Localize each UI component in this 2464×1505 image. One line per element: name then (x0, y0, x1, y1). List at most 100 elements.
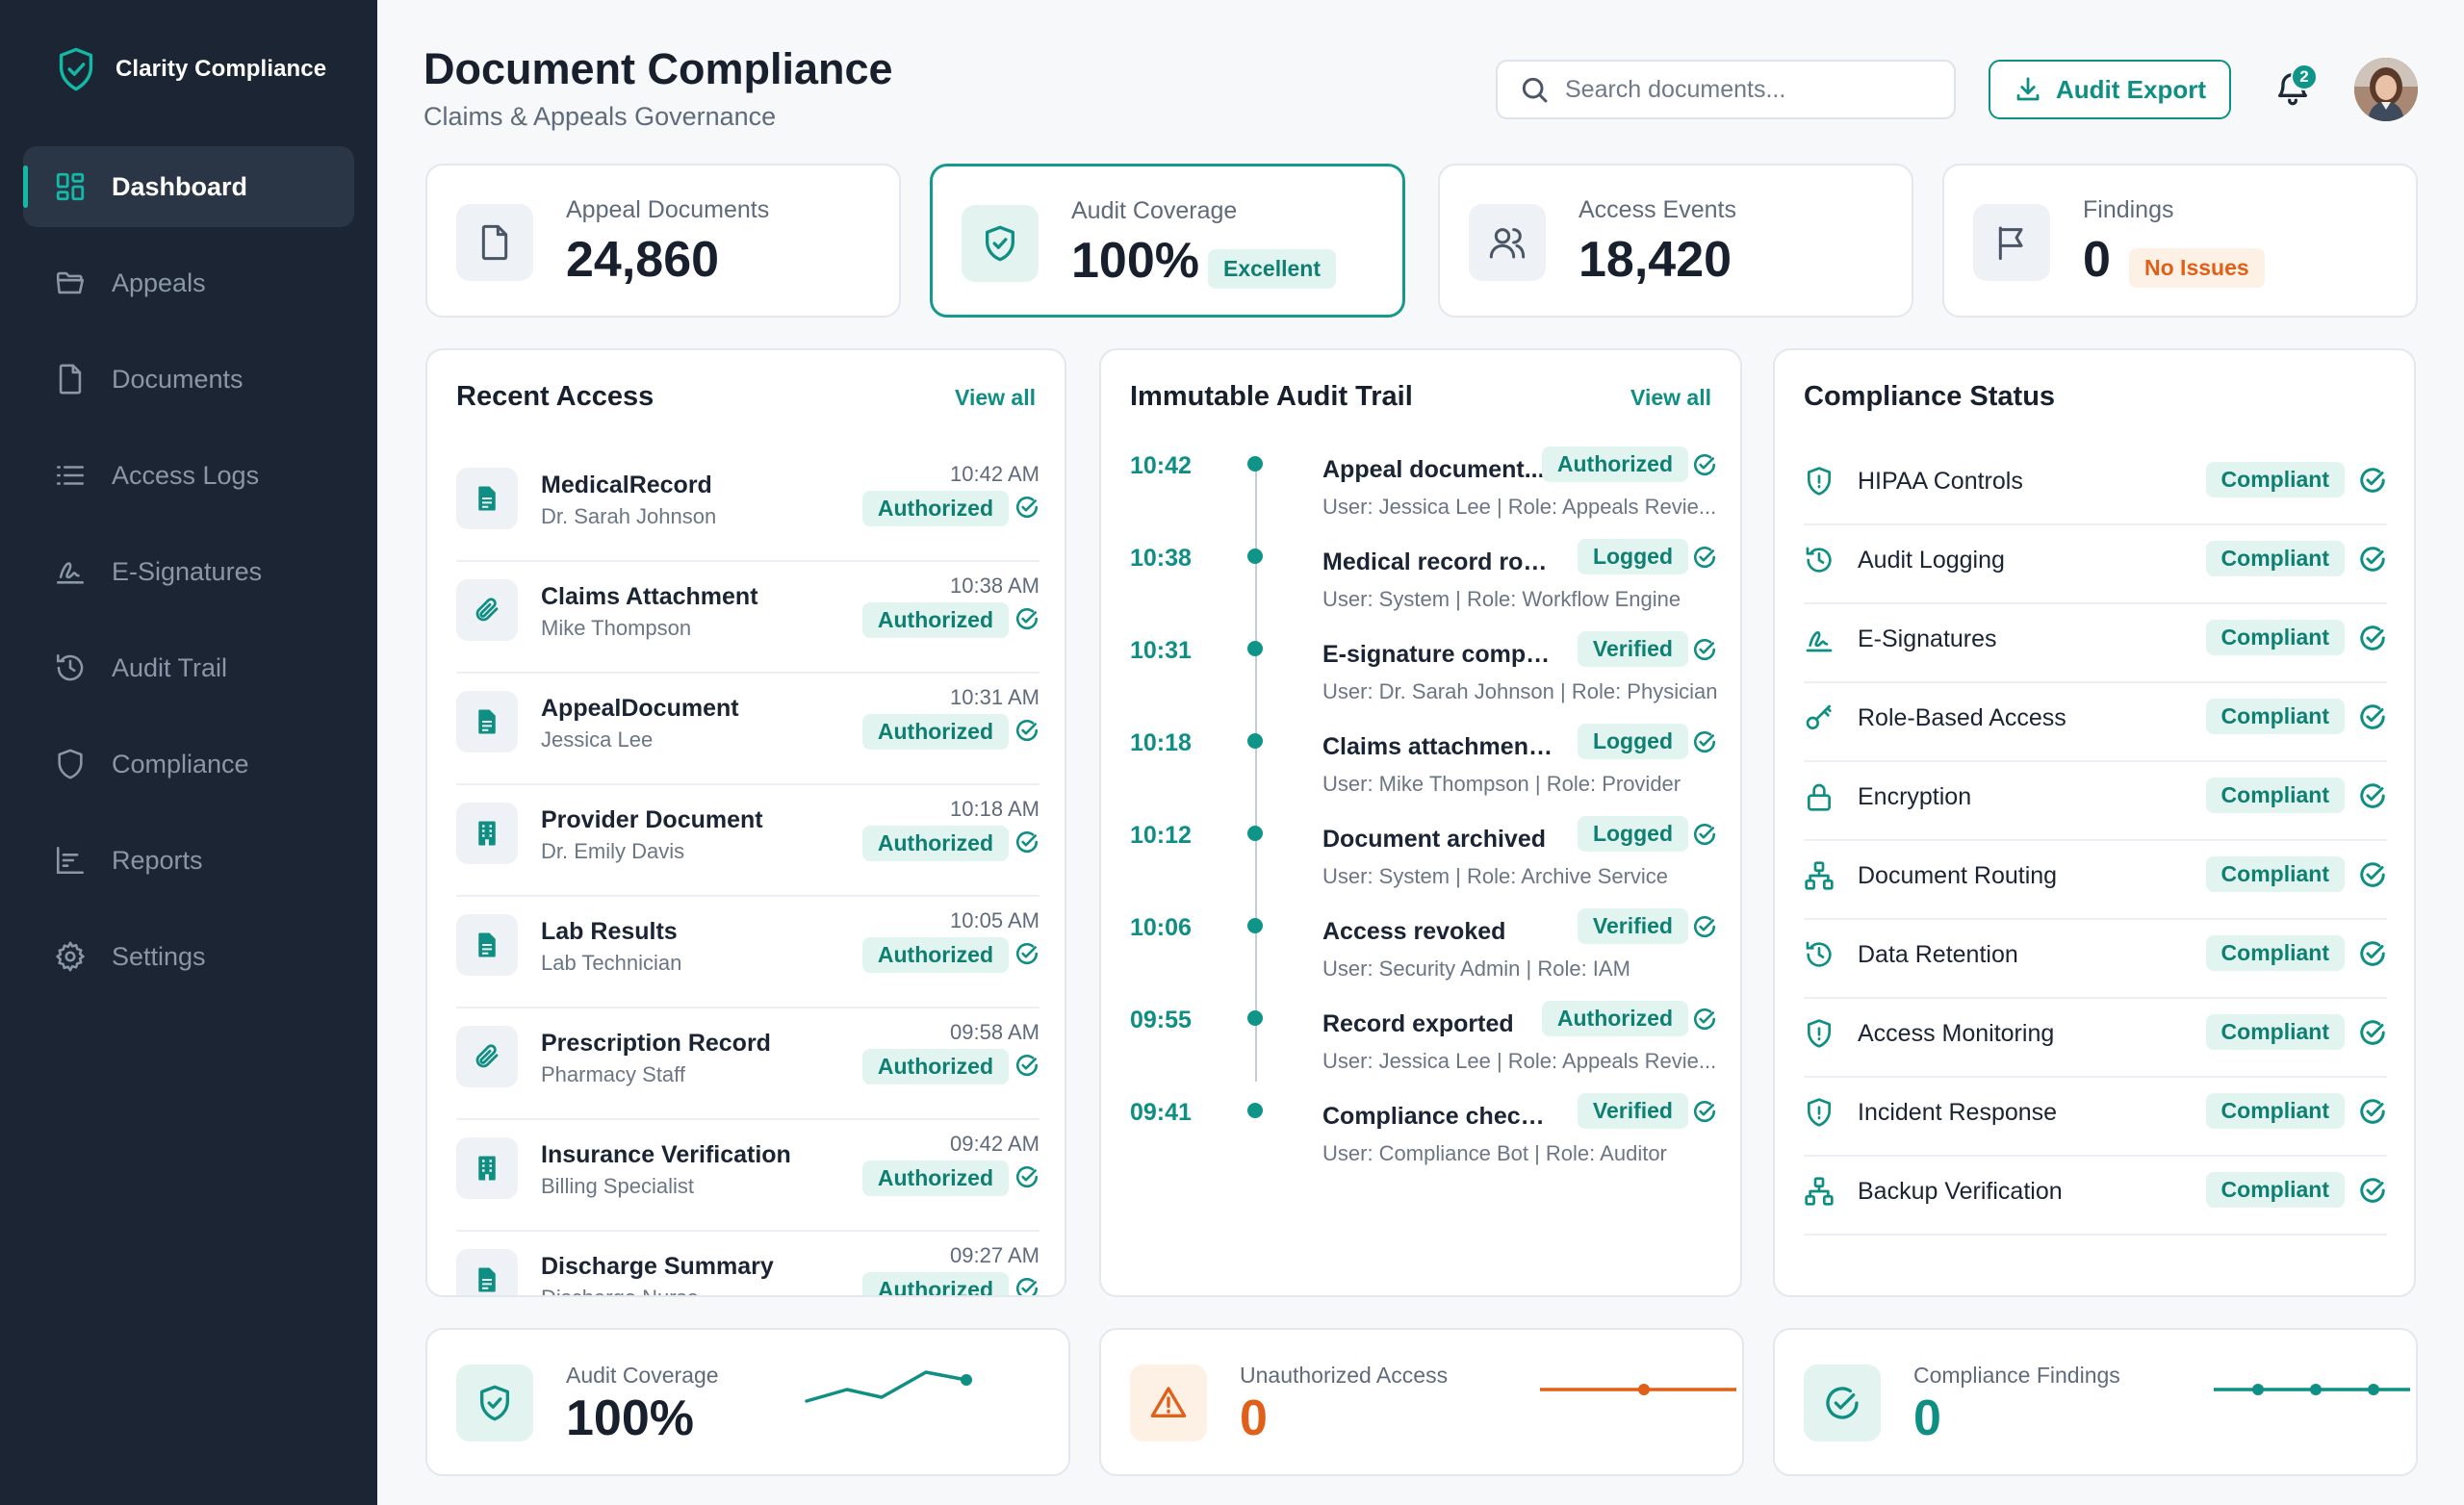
stat-icon-box (1973, 204, 2050, 281)
list-icon (56, 466, 85, 485)
bottom-card-compliance-findings[interactable]: Compliance Findings 0 (1773, 1328, 2418, 1476)
bottom-card-audit-coverage[interactable]: Audit Coverage 100% (425, 1328, 1070, 1476)
bottom-card-unauthorized-access[interactable]: Unauthorized Access 0 (1099, 1328, 1744, 1476)
compliance-row[interactable]: Data Retention Compliant (1804, 920, 2387, 999)
sidebar-item-documents[interactable]: Documents (23, 339, 354, 420)
timeline-line (1255, 456, 1257, 1082)
notifications-button[interactable] (2273, 67, 2318, 112)
stat-value: 24,860 (566, 232, 720, 288)
trail-detail: User: System | Role: Archive Service (1322, 864, 1669, 888)
history-icon (1806, 941, 1832, 967)
sidebar-item-label: Settings (112, 941, 206, 971)
compliance-row[interactable]: E-Signatures Compliant (1804, 604, 2387, 683)
access-row[interactable]: Provider Document Dr. Emily Davis 10:18 AM… (456, 785, 1040, 897)
compliance-name: Document Routing (1858, 862, 2058, 889)
access-row[interactable]: Insurance Verification Billing Specialist… (456, 1120, 1040, 1232)
access-row[interactable]: MedicalRecord Dr. Sarah Johnson 10:42 AM Au… (456, 450, 1040, 562)
file-text-icon (478, 486, 496, 511)
stat-card-access-events[interactable]: Access Events 18,420 (1438, 164, 1913, 318)
check-wrap (1014, 1164, 1040, 1189)
status-badge: No Issues (2129, 248, 2265, 288)
check-circle-icon (2360, 941, 2385, 966)
stat-card-findings[interactable]: Findings 0 No Issues (1942, 164, 2418, 318)
sidebar-item-access-logs[interactable]: Access Logs (23, 435, 354, 516)
sidebar-item-compliance[interactable]: Compliance (23, 724, 354, 804)
timeline-dot (1247, 733, 1263, 749)
compliance-row[interactable]: Document Routing Compliant (1804, 841, 2387, 920)
compliance-icon-wrap (1804, 702, 1835, 733)
status-badge: Authorized (861, 491, 1009, 526)
audit-trail-item[interactable]: 10:42 Appeal document... Authorized User: J… (1130, 446, 1740, 539)
row-icon-box (456, 1026, 518, 1087)
compliance-row[interactable]: Role-Based Access Compliant (1804, 683, 2387, 762)
search-input[interactable] (1565, 75, 1931, 104)
compliance-row[interactable]: Access Monitoring Compliant (1804, 999, 2387, 1078)
sidebar-item-e-signatures[interactable]: E-Signatures (23, 531, 354, 612)
status-badge: Compliant (2205, 699, 2345, 734)
access-user: Discharge Nurse (541, 1286, 699, 1295)
trail-detail: User: Jessica Lee | Role: Appeals Revie.… (1322, 495, 1717, 519)
compliance-icon-wrap (1804, 624, 1835, 654)
sidebar-item-label: Access Logs (112, 460, 260, 490)
check-circle-icon (2360, 783, 2385, 808)
brand[interactable]: Clarity Compliance (56, 46, 326, 92)
check-circle-icon (1015, 1166, 1039, 1188)
compliance-row[interactable]: Backup Verification Compliant (1804, 1157, 2387, 1236)
bottom-icon-box (456, 1365, 533, 1441)
avatar[interactable] (2354, 58, 2418, 121)
check-wrap (1014, 606, 1040, 631)
check-wrap (1014, 1053, 1040, 1078)
sidebar-item-settings[interactable]: Settings (23, 916, 354, 997)
stat-card-appeal-documents[interactable]: Appeal Documents 24,860 (425, 164, 901, 318)
status-badge-wrap: Verified (1577, 631, 1688, 667)
check-circle-icon (1693, 639, 1716, 661)
bottom-value: 0 (1913, 1390, 1941, 1446)
audit-trail-panel: Immutable Audit Trail View all 10:42 Appe… (1099, 348, 1742, 1297)
timeline-dot (1247, 641, 1263, 656)
sidebar-item-dashboard[interactable]: Dashboard (23, 146, 354, 227)
trail-time: 09:41 (1130, 1099, 1192, 1126)
search-box[interactable] (1496, 60, 1956, 119)
audit-trail-item[interactable]: 10:31 E-signature completed Verified User: … (1130, 631, 1740, 724)
audit-trail-item[interactable]: 10:18 Claims attachment up... Logged User: … (1130, 724, 1740, 816)
access-row[interactable]: Discharge Summary Discharge Nurse 09:27 AM… (456, 1232, 1040, 1295)
view-all-link[interactable]: View all (1630, 385, 1711, 410)
sidebar-item-label: E-Signatures (112, 556, 263, 586)
access-row[interactable]: AppealDocument Jessica Lee 10:31 AM Authori… (456, 674, 1040, 785)
stat-card-audit-coverage[interactable]: Audit Coverage 100% Excellent (930, 164, 1405, 318)
audit-trail-item[interactable]: 10:06 Access revoked Verified User: Securit… (1130, 908, 1740, 1001)
row-icon-box (456, 914, 518, 976)
compliance-row[interactable]: Incident Response Compliant (1804, 1078, 2387, 1157)
access-row[interactable]: Prescription Record Pharmacy Staff 09:58 A… (456, 1008, 1040, 1120)
status-badge: Verified (1577, 631, 1688, 667)
status-badge-wrap: Authorized (861, 1049, 1009, 1084)
sidebar-nav: Dashboard Appeals Documents Access Logs … (23, 146, 354, 1012)
access-row[interactable]: Lab Results Lab Technician 10:05 AM Authori… (456, 897, 1040, 1008)
compliance-name: Role-Based Access (1858, 704, 2066, 731)
check-wrap (1014, 718, 1040, 743)
history-icon (1806, 547, 1832, 573)
bottom-icon-box (1804, 1365, 1881, 1441)
compliance-row[interactable]: Audit Logging Compliant (1804, 525, 2387, 604)
view-all-link[interactable]: View all (955, 385, 1036, 410)
audit-trail-item[interactable]: 09:55 Record exported Authorized User: Jess… (1130, 1001, 1740, 1093)
audit-trail-item[interactable]: 09:41 Compliance check pa... Verified User:… (1130, 1093, 1740, 1186)
compliance-row[interactable]: Encryption Compliant (1804, 762, 2387, 841)
check-circle-icon (2360, 862, 2385, 887)
audit-trail-item[interactable]: 10:12 Document archived Logged User: System… (1130, 816, 1740, 908)
compliance-name: Audit Logging (1858, 547, 2005, 574)
access-time: 10:38 AM (950, 574, 1040, 598)
check-wrap (2358, 545, 2387, 574)
audit-trail-item[interactable]: 10:38 Medical record routed Logged User: Sy… (1130, 539, 1740, 631)
sidebar-item-reports[interactable]: Reports (23, 820, 354, 901)
brand-name: Clarity Compliance (116, 56, 327, 82)
compliance-row[interactable]: HIPAA Controls Compliant (1804, 446, 2387, 525)
shield-alert-icon (1808, 1098, 1831, 1127)
compliance-icon-wrap (1804, 860, 1835, 891)
audit-export-button[interactable]: Audit Export (1989, 60, 2231, 119)
trail-event: Record exported (1322, 1010, 1514, 1037)
access-row[interactable]: Claims Attachment Mike Thompson 10:38 AM Au… (456, 562, 1040, 674)
sidebar-item-audit-trail[interactable]: Audit Trail (23, 627, 354, 708)
status-badge-wrap: Logged (1577, 816, 1688, 852)
sidebar-item-appeals[interactable]: Appeals (23, 242, 354, 323)
